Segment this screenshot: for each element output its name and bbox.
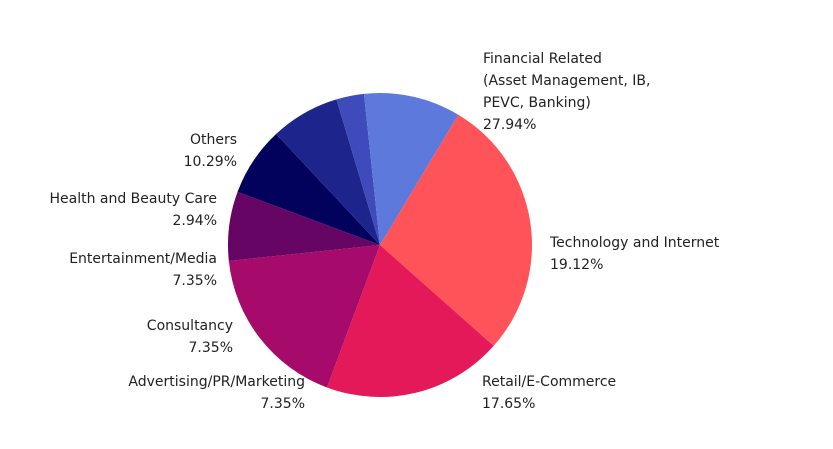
- slice-name-line: Entertainment/Media: [69, 251, 217, 267]
- slice-value-label: 2.94%: [173, 213, 217, 229]
- slice-name-line: Health and Beauty Care: [49, 191, 217, 207]
- pie-slice: [380, 114, 533, 346]
- slice-name-line: Financial Related: [483, 51, 602, 67]
- pie-slice: [228, 191, 380, 261]
- slice-label: Technology and Internet 19.12%: [549, 235, 720, 273]
- slice-value-label: 7.35%: [173, 273, 217, 289]
- slice-label: Advertising/PR/Marketing 7.35%: [128, 374, 305, 412]
- pie-slice: [326, 245, 494, 398]
- pie-slice: [276, 99, 380, 245]
- pie-labels: Financial Related (Asset Management, IB, P…: [49, 51, 719, 412]
- slice-name-line: Advertising/PR/Marketing: [128, 374, 305, 390]
- slice-name-line: Consultancy: [147, 318, 233, 334]
- slice-label: Entertainment/Media 7.35%: [69, 251, 217, 289]
- slice-label: Financial Related (Asset Management, IB, P…: [483, 51, 651, 133]
- slice-name-line: Retail/E-Commerce: [482, 374, 616, 390]
- pie-slices: [228, 93, 533, 398]
- pie-slice: [336, 93, 380, 245]
- slice-label: Health and Beauty Care 2.94%: [49, 191, 217, 229]
- slice-value-label: 7.35%: [261, 396, 305, 412]
- slice-name-line: (Asset Management, IB,: [483, 73, 651, 89]
- slice-value-label: 10.29%: [184, 154, 237, 170]
- slice-name-line: PEVC, Banking): [483, 95, 591, 111]
- slice-label: Consultancy 7.35%: [147, 318, 233, 356]
- pie-slice: [363, 93, 459, 245]
- slice-name-line: Others: [190, 132, 237, 148]
- slice-value-label: 19.12%: [550, 257, 603, 273]
- slice-label: Retail/E-Commerce 17.65%: [482, 374, 616, 412]
- slice-value-label: 27.94%: [483, 117, 536, 133]
- pie-slice: [237, 134, 380, 245]
- slice-value-label: 17.65%: [482, 396, 535, 412]
- pie-slice: [228, 245, 380, 388]
- slice-label: Others 10.29%: [184, 132, 237, 170]
- slice-name-line: Technology and Internet: [549, 235, 720, 251]
- slice-value-label: 7.35%: [189, 340, 233, 356]
